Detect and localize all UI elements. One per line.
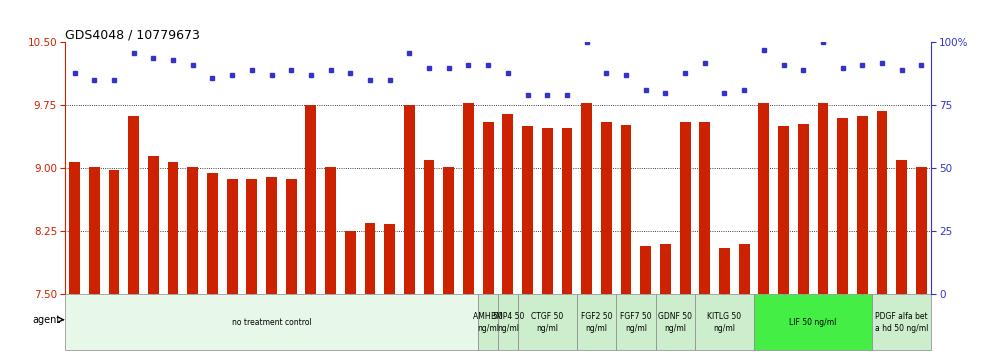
Bar xyxy=(498,295,518,350)
Bar xyxy=(423,160,434,295)
Bar xyxy=(617,295,655,350)
Bar xyxy=(463,103,474,295)
Text: GDNF 50
ng/ml: GDNF 50 ng/ml xyxy=(658,313,692,332)
Bar xyxy=(739,244,750,295)
Bar xyxy=(404,105,414,295)
Bar xyxy=(246,178,257,295)
Bar xyxy=(266,177,277,295)
Bar xyxy=(778,126,789,295)
Bar xyxy=(306,105,317,295)
Bar xyxy=(798,124,809,295)
Bar xyxy=(582,103,592,295)
Bar xyxy=(655,295,695,350)
Bar xyxy=(365,223,375,295)
Bar xyxy=(483,122,494,295)
Bar xyxy=(478,295,498,350)
Bar xyxy=(896,160,907,295)
Text: FGF7 50
ng/ml: FGF7 50 ng/ml xyxy=(621,313,651,332)
Bar xyxy=(562,128,573,295)
Bar xyxy=(345,232,356,295)
Bar xyxy=(621,125,631,295)
Bar xyxy=(522,126,533,295)
Text: FGF2 50
ng/ml: FGF2 50 ng/ml xyxy=(581,313,613,332)
Bar xyxy=(660,244,671,295)
Bar xyxy=(876,112,887,295)
Text: LIF 50 ng/ml: LIF 50 ng/ml xyxy=(790,318,837,327)
Bar xyxy=(838,118,848,295)
Bar xyxy=(518,295,577,350)
Bar xyxy=(719,248,730,295)
Text: BMP4 50
ng/ml: BMP4 50 ng/ml xyxy=(491,313,525,332)
Text: GDS4048 / 10779673: GDS4048 / 10779673 xyxy=(65,28,199,41)
Bar xyxy=(857,116,868,295)
Text: KITLG 50
ng/ml: KITLG 50 ng/ml xyxy=(707,313,742,332)
Bar xyxy=(754,295,872,350)
Bar xyxy=(128,116,139,295)
Bar xyxy=(502,114,513,295)
Bar xyxy=(699,122,710,295)
Bar xyxy=(89,167,100,295)
Bar xyxy=(758,103,769,295)
Bar xyxy=(640,246,651,295)
Bar xyxy=(207,173,218,295)
Bar xyxy=(187,167,198,295)
Bar xyxy=(601,122,612,295)
Text: PDGF alfa bet
a hd 50 ng/ml: PDGF alfa bet a hd 50 ng/ml xyxy=(875,313,928,332)
Bar xyxy=(69,162,80,295)
Bar xyxy=(384,224,395,295)
Bar xyxy=(443,167,454,295)
Bar xyxy=(286,178,297,295)
Bar xyxy=(577,295,617,350)
Bar xyxy=(916,167,927,295)
Bar xyxy=(679,122,690,295)
Text: agent: agent xyxy=(32,315,61,325)
Bar xyxy=(148,156,158,295)
Bar xyxy=(65,295,478,350)
Bar xyxy=(818,103,829,295)
Bar xyxy=(872,295,931,350)
Text: CTGF 50
ng/ml: CTGF 50 ng/ml xyxy=(531,313,564,332)
Bar xyxy=(695,295,754,350)
Bar xyxy=(325,167,336,295)
Text: AMH 50
ng/ml: AMH 50 ng/ml xyxy=(473,313,503,332)
Bar xyxy=(227,178,238,295)
Bar xyxy=(109,170,120,295)
Bar xyxy=(542,128,553,295)
Text: no treatment control: no treatment control xyxy=(232,318,312,327)
Bar xyxy=(167,162,178,295)
